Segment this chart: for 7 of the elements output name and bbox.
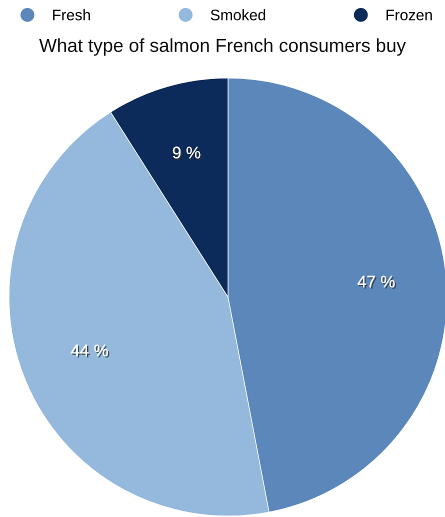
legend-label: Fresh: [53, 9, 90, 20]
data-label: 44 %: [70, 344, 110, 358]
legend-label: Smoked: [210, 9, 266, 20]
legend-label: Frozen: [386, 10, 432, 20]
data-label: 47 %: [358, 276, 396, 289]
data-label: 9 %: [172, 146, 202, 160]
text: What type of salmon French consumers buy: [39, 38, 406, 56]
